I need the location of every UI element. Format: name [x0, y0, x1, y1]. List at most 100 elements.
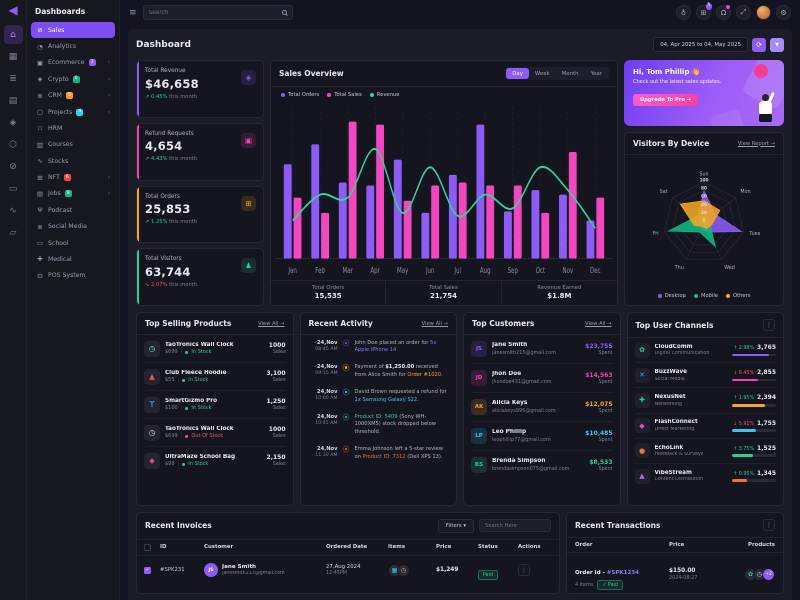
layers-icon[interactable]: ≣ [9, 73, 17, 84]
view-all-link[interactable]: View All → [585, 320, 612, 327]
date-range-picker[interactable]: 04, Apr 2025 to 04, May 2025 [653, 37, 748, 52]
cart-icon[interactable]: ⊞ 5 [696, 3, 712, 20]
promo-deco-shape [709, 108, 749, 126]
svg-text:Jun: Jun [425, 266, 434, 275]
view-all-link[interactable]: View All → [421, 320, 448, 327]
activity-item[interactable]: 24,Nov 08:45 AM John Doe placed an order… [308, 335, 450, 360]
channel-row[interactable]: ◆ FlashConnect Direct Marketing ↓ 5.91% … [634, 414, 776, 439]
product-sales: 3,100 [266, 370, 286, 377]
svg-text:Wed: Wed [724, 265, 735, 271]
sidebar-item-hrm[interactable]: ▫ HRM [31, 120, 115, 136]
sidebar-item-label: Medical [48, 255, 72, 263]
customer-row[interactable]: JS Jane Smith janesmith215@gmail.com $23… [471, 335, 613, 364]
sidebar-item-label: Podcast [48, 206, 73, 214]
activity-item[interactable]: 24,Nov 09:15 AM Payment of $1,250.00 rec… [308, 360, 450, 385]
stat-card-total-visitors[interactable]: Total Visitors 63,744 ↘ 2.07% this month… [136, 248, 264, 306]
customer-row[interactable]: BS Brenda Simpson brendasimpson075@gmail… [471, 451, 613, 479]
fullscreen-icon[interactable]: ⤢ [736, 5, 751, 20]
sidebar-item-jobs[interactable]: ▤ Jobs 9 › [31, 186, 115, 202]
invoice-id: #SPK231 [160, 567, 185, 574]
home-icon[interactable]: ⌂ [3, 25, 23, 44]
channel-category: Social Media [654, 376, 685, 382]
sidebar-item-projects[interactable]: ▢ Projects 4 › [31, 104, 115, 120]
brand-logo-icon[interactable]: ◀ [8, 3, 18, 17]
sidebar-item-sales[interactable]: ⊘ Sales [31, 22, 115, 39]
activity-item[interactable]: 24,Nov 10:00 AM David Brown requested a … [308, 384, 450, 409]
row-checkbox[interactable]: ✓ [144, 566, 151, 574]
select-all-checkbox[interactable] [144, 543, 151, 551]
product-row[interactable]: ◷ TaoTronics Wall Clock $699 | In Stock … [144, 335, 286, 363]
invoice-row[interactable]: ✓ #SPK231 JS Jane Smith janesmith213@gma… [137, 556, 559, 586]
channel-row[interactable]: ▲ VibeStream Content Distribution ↑ 0.95… [634, 464, 776, 488]
chevron-right-icon: › [107, 92, 110, 100]
kebab-menu-icon[interactable]: ⋮ [763, 319, 775, 331]
language-globe-icon[interactable]: ♁ [676, 5, 691, 20]
apps-icon[interactable]: ▦ [8, 51, 18, 62]
sales-period-tabs: Day Week Month Year [505, 67, 609, 80]
product-row[interactable]: ϒ SmartGizmo Pro $100 | In Stock 1,250 S… [144, 391, 286, 419]
customer-row[interactable]: JD Jhon Doe jhondoe431@gmail.com $14,563… [471, 364, 613, 393]
tab-year[interactable]: Year [590, 70, 602, 77]
stat-card-refund-requests[interactable]: Refund Requests 4,654 ↗ 4.43% this month… [136, 122, 264, 181]
sidebar-item-stocks[interactable]: ∿ Stocks [31, 153, 115, 169]
sidebar-item-nft[interactable]: ⊞ NFT 6 › [31, 169, 115, 185]
doc-icon[interactable]: ▤ [8, 95, 18, 106]
sidebar-item-courses[interactable]: ▥ Courses [31, 137, 115, 153]
upgrade-to-pro-button[interactable]: Upgrade To Pro → [633, 93, 699, 106]
tab-week[interactable]: Week [534, 70, 550, 77]
transaction-row[interactable]: Order Id - #SPK1234 4 Items ✓ Paid $150.… [567, 553, 783, 593]
customer-row[interactable]: LP Leo Phillip leophillip77@gmail.com $1… [471, 422, 613, 451]
channel-row[interactable]: ✚ NexusNet Networking ↑ 1.95% 2,394 [634, 388, 776, 414]
stat-card-total-revenue[interactable]: Total Revenue $46,658 ↗ 0.45% this month… [136, 60, 264, 118]
hamburger-menu-icon[interactable]: ≡ [129, 7, 137, 18]
sidebar-item-school[interactable]: ▭ School [31, 235, 115, 251]
product-row[interactable]: ▲ Club Fleece Hoodie $55 | In Stock 3,10… [144, 363, 286, 391]
svg-text:Tues: Tues [748, 231, 760, 237]
card-icon[interactable]: ▭ [8, 183, 18, 194]
search-input[interactable] [148, 9, 278, 16]
svg-text:Thu: Thu [674, 265, 684, 271]
kebab-menu-icon[interactable]: ⋮ [763, 519, 775, 531]
settings-gear-icon[interactable]: ⚙ [776, 5, 791, 20]
product-row[interactable]: ◆ UltraMaze School Bag $99 | In Stock 2,… [144, 447, 286, 474]
gem-icon[interactable]: ◈ [9, 117, 17, 128]
chart-icon[interactable]: ∿ [9, 205, 17, 216]
filter-button[interactable]: ▼ [770, 37, 784, 52]
bell-icon[interactable]: Ω [716, 5, 731, 20]
sidebar-item-crypto[interactable]: ◈ Crypto 6 › [31, 71, 115, 87]
activity-item[interactable]: 24,Nov 11:30 AM Emma Johnson left a 5-st… [308, 441, 450, 466]
channel-row[interactable]: ✕ BuzzWave Social Media ↓ 6.45% 2,855 [634, 363, 776, 389]
stat-delta: ↗ 0.45% this month [145, 93, 198, 100]
wallet-icon[interactable]: ▱ [9, 227, 17, 238]
activity-item[interactable]: 24,Nov 10:45 AM Product ID: 5409 (Sony W… [308, 409, 450, 441]
user-avatar[interactable] [756, 5, 771, 20]
svg-text:Fri: Fri [653, 231, 659, 237]
customer-row[interactable]: AK Alicia Keys aliciakeys995@gmail.com $… [471, 393, 613, 422]
row-actions-icon[interactable]: ⋮ [518, 564, 530, 577]
summary-cell: Total Sales 21,754 [386, 280, 502, 305]
refresh-button[interactable]: ⟳ [752, 37, 766, 52]
filters-button[interactable]: Filters ▾ [437, 519, 474, 533]
sidebar-item-social-media[interactable]: ⊚ Social Media [31, 219, 115, 235]
product-row[interactable]: ◷ TaoTronics Wall Clock $699 | Out Of St… [144, 419, 286, 447]
invoice-search-input[interactable] [479, 519, 551, 533]
sidebar-item-ecommerce[interactable]: ▣ Ecommerce 3 › [31, 55, 115, 71]
social-media-icon: ⊚ [37, 222, 43, 231]
sidebar-item-pos-system[interactable]: ⊡ POS System [31, 268, 115, 284]
column-header: Actions [518, 544, 541, 551]
sidebar-item-analytics[interactable]: ◔ Analytics [31, 38, 115, 54]
tab-day[interactable]: Day [506, 68, 529, 79]
disc-icon[interactable]: ⊘ [9, 161, 17, 172]
channel-row[interactable]: ✿ CloudComm Digital Communication ↑ 2.98… [634, 338, 776, 364]
sidebar-item-crm[interactable]: ⊕ CRM 5 › [31, 88, 115, 104]
tab-month[interactable]: Month [561, 70, 579, 77]
view-report-link[interactable]: View Report → [737, 140, 775, 147]
view-all-link[interactable]: View All → [258, 320, 285, 327]
channel-row[interactable]: ● EchoLink Feedback & Surveys ↑ 3.75% 1,… [634, 439, 776, 464]
stat-card-total-orders[interactable]: Total Orders 25,853 ↗ 1.25% this month ⊞ [136, 185, 264, 244]
sidebar-item-medical[interactable]: ✚ Medical [31, 251, 115, 267]
sidebar-item-podcast[interactable]: Ψ Podcast [31, 202, 115, 218]
global-search[interactable] [142, 5, 293, 20]
gift-icon[interactable]: ⬡ [9, 139, 17, 150]
